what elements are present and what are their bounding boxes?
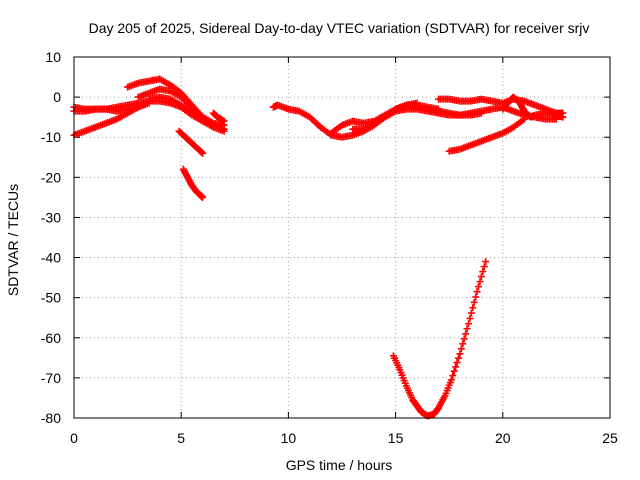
x-tick-label: 10 xyxy=(281,430,297,446)
y-tick-label: -40 xyxy=(41,250,61,266)
data-point xyxy=(450,367,458,375)
x-tick-label: 15 xyxy=(388,430,404,446)
series-arc-early-flat xyxy=(70,103,142,115)
series-descent-a xyxy=(175,127,207,157)
data-point xyxy=(220,127,228,135)
y-tick-label: -60 xyxy=(41,330,61,346)
data-point xyxy=(479,268,487,276)
x-tick-label: 0 xyxy=(70,430,78,446)
data-point xyxy=(456,350,464,358)
data-point xyxy=(134,103,142,111)
series-drop-short xyxy=(209,109,228,125)
y-tick-label: 10 xyxy=(45,49,61,65)
data-point xyxy=(464,320,472,328)
data-point xyxy=(475,283,483,291)
data-point xyxy=(467,309,475,317)
series-descent-b xyxy=(179,165,207,201)
data-point xyxy=(559,113,567,121)
y-tick-label: -70 xyxy=(41,370,61,386)
plot-frame xyxy=(73,56,611,419)
data-point xyxy=(454,354,462,362)
data-point xyxy=(459,340,467,348)
y-tick-label: -10 xyxy=(41,129,61,145)
y-tick-label: -20 xyxy=(41,169,61,185)
series-late-upper xyxy=(434,95,567,117)
data-point xyxy=(462,330,470,338)
data-point xyxy=(449,372,457,380)
y-axis-label: SDTVAR / TECUs xyxy=(5,184,21,296)
x-tick-label: 20 xyxy=(495,430,511,446)
series-arc-peak-3 xyxy=(145,93,228,135)
data-point xyxy=(447,376,455,384)
data-point xyxy=(199,193,207,201)
y-tick-label: -30 xyxy=(41,209,61,225)
data-point xyxy=(457,345,465,353)
data-point xyxy=(480,263,488,271)
data-point xyxy=(476,278,484,286)
series-late-rise xyxy=(445,115,528,155)
y-tick-label: -50 xyxy=(41,290,61,306)
y-tick-label: -80 xyxy=(41,410,61,426)
data-point xyxy=(453,359,461,367)
data-point xyxy=(472,293,480,301)
y-tick-labels: 10 0 -10 -20 -30 -40 -50 -60 -70 -80 xyxy=(41,49,61,426)
chart-title: Day 205 of 2025, Sidereal Day-to-day VTE… xyxy=(89,20,590,36)
data-series xyxy=(70,75,567,420)
x-tick-labels: 0 5 10 15 20 25 xyxy=(70,430,618,446)
series-late-spike xyxy=(499,93,567,121)
data-point xyxy=(460,335,468,343)
x-axis-label: GPS time / hours xyxy=(286,457,393,473)
series-late-low xyxy=(409,101,560,123)
x-tick-label: 25 xyxy=(602,430,618,446)
series-deep-valley xyxy=(389,258,490,420)
data-point xyxy=(520,115,528,123)
data-point xyxy=(220,117,228,125)
y-tick-label: 0 xyxy=(53,89,61,105)
x-tick-label: 5 xyxy=(177,430,185,446)
data-point xyxy=(466,314,474,322)
data-point xyxy=(470,298,478,306)
data-point xyxy=(199,149,207,157)
data-point xyxy=(452,363,460,371)
data-point xyxy=(469,304,477,312)
data-point xyxy=(473,288,481,296)
data-point xyxy=(477,273,485,281)
data-point xyxy=(463,325,471,333)
data-point xyxy=(482,258,490,266)
